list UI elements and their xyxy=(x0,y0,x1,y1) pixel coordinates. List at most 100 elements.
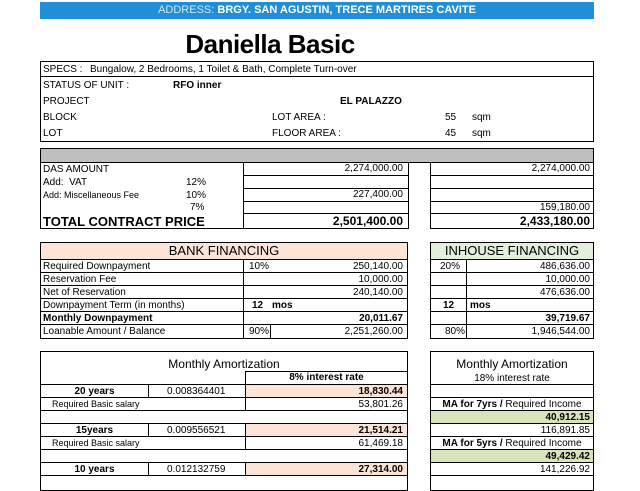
table-box xyxy=(40,259,408,339)
label: LOT AREA : xyxy=(272,112,326,123)
section-title: BANK FINANCING xyxy=(168,243,280,258)
amount: 18,830.44 xyxy=(358,386,404,397)
cell xyxy=(245,462,408,476)
amount: 116,891.85 xyxy=(540,425,590,436)
label: Add: VAT xyxy=(43,177,88,188)
term: 20 years xyxy=(74,386,115,397)
label: Downpayment Term (in months) xyxy=(43,300,185,311)
amount: 10,000.00 xyxy=(545,274,591,285)
term: 12 xyxy=(252,300,264,311)
row-line xyxy=(40,285,408,286)
col-line xyxy=(243,259,244,339)
factor: 0.008364401 xyxy=(167,386,226,397)
amount: 141,226.92 xyxy=(539,464,590,475)
label: Loanable Amount / Balance xyxy=(43,326,166,337)
gray-bar xyxy=(40,148,594,163)
amount: 486,636.00 xyxy=(539,261,590,272)
amount: 21,514.21 xyxy=(358,425,404,436)
cell xyxy=(430,384,594,398)
unit: mos xyxy=(470,300,491,311)
label: Required Basic salary xyxy=(52,438,140,448)
row-line xyxy=(40,272,408,273)
row-line xyxy=(430,311,594,312)
value: Bungalow, 2 Bedrooms, 1 Toilet & Bath, C… xyxy=(90,64,357,75)
amount: 10,000.00 xyxy=(358,274,404,285)
address-label: ADDRESS: xyxy=(158,4,215,16)
page: ADDRESS: BRGY. SAN AGUSTIN, TRECE MARTIR… xyxy=(40,2,594,491)
amount: 2,274,000.00 xyxy=(344,163,403,174)
amount: 61,469.18 xyxy=(358,438,404,449)
cell xyxy=(243,175,409,189)
factor: 0.012132759 xyxy=(167,464,226,475)
section-title: Monthly Amortization xyxy=(456,357,568,371)
label: BLOCK xyxy=(43,112,77,123)
term: 10 years xyxy=(74,464,115,475)
label: STATUS OF UNIT : xyxy=(43,80,130,91)
amount: 159,180.00 xyxy=(539,202,590,213)
label: Required Income xyxy=(505,399,582,410)
section-title: Monthly Amortization xyxy=(168,357,280,371)
amount: 1,946,544.00 xyxy=(531,326,590,337)
amount: 2,433,180.00 xyxy=(519,214,590,228)
row-line xyxy=(430,285,594,286)
amount: 250,140.00 xyxy=(352,261,403,272)
term: 15years xyxy=(75,425,114,436)
label: Monthly Downpayment xyxy=(43,313,153,324)
cell xyxy=(430,462,594,476)
col-line xyxy=(270,324,271,339)
rate: 10% xyxy=(186,190,207,201)
label: TOTAL CONTRACT PRICE xyxy=(43,214,205,229)
amount: 476,636.00 xyxy=(539,287,590,298)
label: LOT xyxy=(43,128,63,139)
label: Add: Miscellaneous Fee xyxy=(43,190,140,200)
label: FLOOR AREA : xyxy=(272,128,341,139)
label: Required Income xyxy=(505,438,582,449)
title: Daniella Basic xyxy=(185,29,355,59)
rate: 7% xyxy=(190,202,205,213)
value: RFO inner xyxy=(173,80,222,91)
row-line xyxy=(430,298,594,299)
row-line xyxy=(40,76,594,77)
amount: 2,251,260.00 xyxy=(344,326,403,337)
value: EL PALAZZO xyxy=(340,96,402,107)
label: Required Basic salary xyxy=(52,399,140,409)
unit: mos xyxy=(272,300,293,311)
amount: 53,801.26 xyxy=(358,399,404,410)
table-box xyxy=(430,259,594,339)
address-bar xyxy=(40,2,594,19)
unit: sqm xyxy=(472,128,491,139)
amount: 20,011.67 xyxy=(359,313,403,324)
amount: 2,274,000.00 xyxy=(531,163,590,174)
rate: 80% xyxy=(445,326,466,337)
address: BRGY. SAN AGUSTIN, TRECE MARTIRES CAVITE xyxy=(217,4,476,16)
label: DAS AMOUNT xyxy=(43,164,110,175)
row-line xyxy=(430,324,594,325)
factor: 0.009556521 xyxy=(167,425,226,436)
row-line xyxy=(430,272,594,273)
cell xyxy=(245,397,408,411)
amount: 227,400.00 xyxy=(352,189,403,200)
row-label: MA for 7yrs / Required Income xyxy=(430,398,594,411)
cell xyxy=(430,213,594,229)
amount: 240,140.00 xyxy=(352,287,403,298)
unit: sqm xyxy=(472,112,491,123)
label: Required Downpayment xyxy=(43,261,151,272)
rate: 8% interest rate xyxy=(289,372,364,383)
label: Net of Reservation xyxy=(43,287,126,298)
amount: 27,314.00 xyxy=(358,464,404,475)
term: 12 xyxy=(443,300,455,311)
rate: 90% xyxy=(249,326,270,337)
col-line xyxy=(466,259,467,339)
amount: 39,719.67 xyxy=(545,313,591,324)
row-line xyxy=(40,311,408,312)
address-line: ADDRESS: BRGY. SAN AGUSTIN, TRECE MARTIR… xyxy=(40,3,594,18)
label: PROJECT xyxy=(43,96,90,107)
rate: 20% xyxy=(440,261,461,272)
value: 45 xyxy=(445,128,457,139)
label: SPECS : xyxy=(43,64,83,75)
amount: 49,429.42 xyxy=(545,451,591,462)
cell xyxy=(245,436,408,450)
row-line xyxy=(40,324,408,325)
cell xyxy=(243,213,409,229)
rate: 18% interest rate xyxy=(474,373,550,384)
